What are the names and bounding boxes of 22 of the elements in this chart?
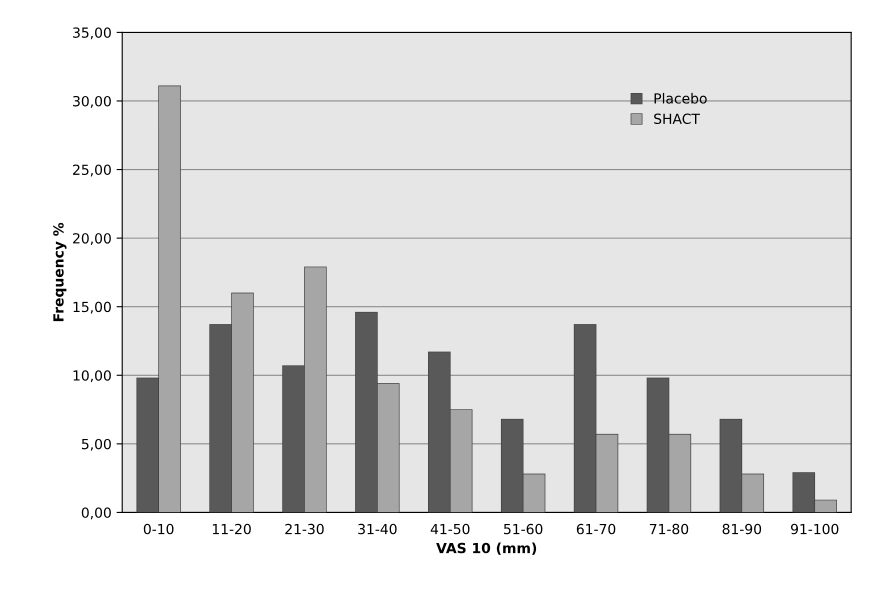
x-tick-label: 51-60: [504, 524, 542, 534]
x-tick-label: 91-100: [791, 524, 838, 534]
y-tick-label: 25,00: [73, 164, 111, 176]
y-tick-label: 20,00: [73, 233, 111, 246]
y-tick-label: 30,00: [73, 96, 111, 108]
x-tick-label: 81-90: [722, 524, 762, 534]
x-tick-label: 11-20: [212, 524, 251, 534]
x-tick-label: 0-10: [144, 524, 174, 534]
legend-label: SHACT: [654, 114, 700, 124]
y-tick-label: 10,00: [74, 370, 111, 382]
x-tick-label: 41-50: [430, 524, 470, 534]
x-axis-title: VAS 10 (mm): [436, 542, 536, 555]
y-axis-title: Frequency %: [53, 222, 66, 322]
y-tick-label: 35,00: [73, 27, 111, 40]
x-tick-label: 71-80: [650, 524, 688, 534]
y-tick-label: 15,00: [74, 302, 111, 314]
x-tick-label: 31-40: [358, 524, 397, 534]
legend-label: Placebo: [654, 92, 707, 104]
x-tick-label: 61-70: [576, 524, 616, 534]
x-tick-label: 21-30: [285, 524, 324, 534]
y-tick-label: 5,00: [82, 438, 111, 451]
y-tick-label: 0,00: [82, 507, 111, 520]
